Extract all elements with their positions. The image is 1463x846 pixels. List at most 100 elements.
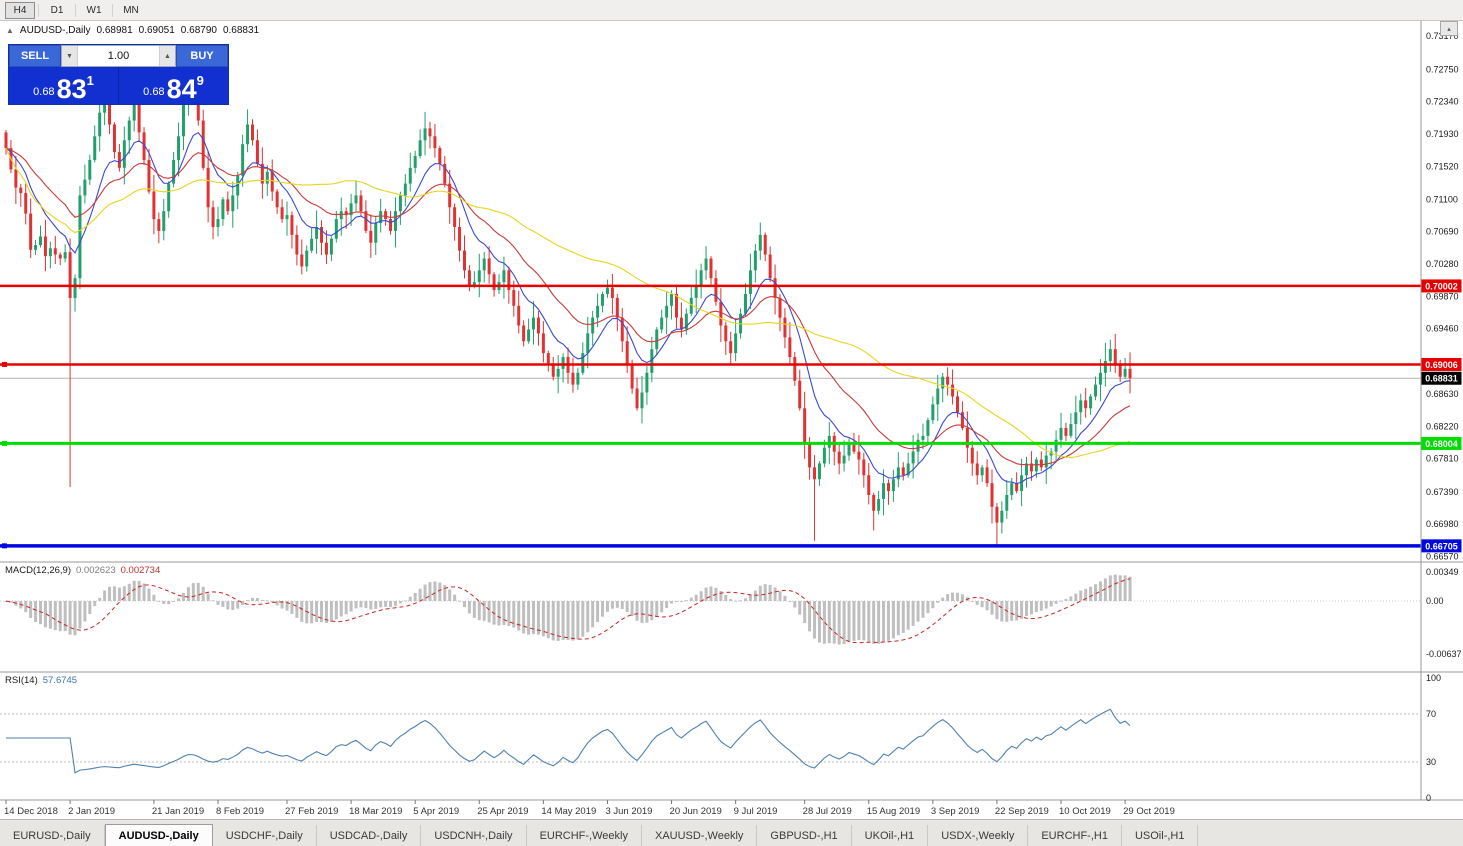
svg-text:0.68630: 0.68630 (1426, 389, 1459, 399)
svg-text:2 Jan 2019: 2 Jan 2019 (68, 806, 115, 817)
one-click-price-row: 0.68 83 1 0.68 84 9 (9, 67, 228, 104)
svg-text:3 Sep 2019: 3 Sep 2019 (931, 806, 980, 817)
tab-eurchf-weekly[interactable]: EURCHF-,Weekly (527, 825, 642, 846)
svg-text:0.00349: 0.00349 (1426, 567, 1459, 577)
tab-usdchf-daily[interactable]: USDCHF-,Daily (213, 825, 317, 846)
svg-text:0.69870: 0.69870 (1426, 291, 1459, 301)
toolbar-separator (75, 3, 76, 17)
triangle-up-icon: ▲ (164, 52, 171, 60)
buy-price-prefix: 0.68 (143, 86, 165, 98)
svg-text:0.70280: 0.70280 (1426, 259, 1459, 269)
ohlc-close: 0.68831 (222, 25, 260, 36)
tab-eurusd-daily[interactable]: EURUSD-,Daily (0, 825, 105, 846)
sell-button[interactable]: SELL (9, 45, 61, 67)
timeframe-toolbar: H4 D1 W1 MN (0, 0, 1463, 21)
chart-tab-bar: EURUSD-,Daily AUDUSD-,Daily USDCHF-,Dail… (0, 819, 1463, 846)
timeframe-mn-button[interactable]: MN (123, 4, 139, 16)
svg-text:21 Jan 2019: 21 Jan 2019 (152, 806, 204, 817)
sell-price-display[interactable]: 0.68 83 1 (9, 67, 118, 104)
svg-text:0.72750: 0.72750 (1426, 64, 1459, 74)
svg-text:0.66980: 0.66980 (1426, 519, 1459, 529)
svg-text:0.67810: 0.67810 (1426, 454, 1459, 464)
svg-text:0.69460: 0.69460 (1426, 324, 1459, 334)
tab-usdcnh-daily[interactable]: USDCNH-,Daily (421, 825, 527, 846)
tab-eurchf-h1[interactable]: EURCHF-,H1 (1028, 825, 1122, 846)
tab-gbpusd-h1[interactable]: GBPUSD-,H1 (757, 825, 852, 846)
tab-audusd-daily[interactable]: AUDUSD-,Daily (104, 824, 213, 846)
svg-text:70: 70 (1426, 709, 1436, 719)
time-axis[interactable] (0, 800, 1421, 820)
svg-text:100: 100 (1426, 673, 1441, 683)
svg-text:29 Oct 2019: 29 Oct 2019 (1123, 806, 1175, 817)
svg-text:0.73170: 0.73170 (1426, 31, 1459, 41)
svg-text:0.66570: 0.66570 (1426, 551, 1459, 561)
svg-text:0.68831: 0.68831 (1425, 374, 1458, 384)
svg-text:0.66705: 0.66705 (1425, 541, 1458, 551)
svg-text:9 Jul 2019: 9 Jul 2019 (734, 806, 778, 817)
macd-signal-value: 0.002734 (120, 565, 161, 576)
one-click-controls-row: SELL ▼ ▲ BUY (9, 45, 228, 67)
svg-text:0.72340: 0.72340 (1426, 97, 1459, 107)
svg-text:0.71930: 0.71930 (1426, 129, 1459, 139)
chart-ohlc-header: ▲ AUDUSD-,Daily 0.68981 0.69051 0.68790 … (6, 25, 259, 36)
svg-text:14 May 2019: 14 May 2019 (541, 806, 596, 817)
chart-symbol-period: AUDUSD-,Daily (19, 25, 91, 36)
svg-text:30: 30 (1426, 757, 1436, 767)
tab-usdx-weekly[interactable]: USDX-,Weekly (928, 825, 1029, 846)
rsi-title: RSI(14) (5, 675, 38, 686)
svg-text:0: 0 (1426, 793, 1431, 803)
svg-text:22 Sep 2019: 22 Sep 2019 (995, 806, 1049, 817)
svg-text:0.67390: 0.67390 (1426, 487, 1459, 497)
buy-price-display[interactable]: 0.68 84 9 (119, 67, 228, 104)
macd-title: MACD(12,26,9) (5, 565, 71, 576)
volume-input[interactable] (78, 46, 159, 66)
macd-main-value: 0.002623 (76, 565, 116, 576)
price-axis[interactable] (1421, 20, 1463, 800)
sell-price-pipette: 1 (86, 73, 94, 88)
svg-text:0.70690: 0.70690 (1426, 227, 1459, 237)
chart-canvas[interactable]: 0.73170 0.72750 0.72340 0.71930 0.71520 0.711… (0, 0, 1463, 820)
svg-text:14 Dec 2018: 14 Dec 2018 (4, 806, 58, 817)
buy-price-big-digits: 84 (166, 74, 197, 105)
ohlc-open: 0.68981 (96, 25, 133, 36)
one-click-trading-panel: SELL ▼ ▲ BUY 0.68 83 1 0.68 84 9 (8, 44, 229, 105)
timeframe-w1-button[interactable]: W1 (86, 4, 102, 16)
tab-ukoil-h1[interactable]: UKOil-,H1 (852, 825, 929, 846)
svg-text:0.68220: 0.68220 (1426, 421, 1459, 431)
macd-indicator-label: MACD(12,26,9) 0.002623 0.002734 (5, 565, 160, 576)
volume-control: ▼ ▲ (61, 45, 176, 67)
svg-text:0.70002: 0.70002 (1425, 281, 1458, 291)
svg-text:5 Apr 2019: 5 Apr 2019 (413, 806, 459, 817)
timeframe-h4-button[interactable]: H4 (5, 1, 35, 19)
svg-text:0.71100: 0.71100 (1426, 194, 1458, 204)
tab-xauusd-weekly[interactable]: XAUUSD-,Weekly (642, 825, 758, 846)
tab-usoil-h1[interactable]: USOil-,H1 (1122, 825, 1199, 846)
svg-text:20 Jun 2019: 20 Jun 2019 (670, 806, 722, 817)
svg-text:0.71520: 0.71520 (1426, 161, 1459, 171)
svg-text:0.68004: 0.68004 (1425, 439, 1458, 449)
sell-price-prefix: 0.68 (33, 86, 55, 98)
toolbar-separator (38, 3, 39, 17)
svg-text:25 Apr 2019: 25 Apr 2019 (477, 806, 528, 817)
tab-usdcad-daily[interactable]: USDCAD-,Daily (317, 825, 422, 846)
buy-button[interactable]: BUY (176, 45, 228, 67)
svg-text:15 Aug 2019: 15 Aug 2019 (867, 806, 920, 817)
one-click-toggle-icon[interactable]: ▲ (6, 26, 14, 35)
svg-text:18 Mar 2019: 18 Mar 2019 (349, 806, 402, 817)
sell-price-big-digits: 83 (56, 74, 87, 105)
timeframe-d1-button[interactable]: D1 (50, 4, 64, 16)
svg-text:8 Feb 2019: 8 Feb 2019 (216, 806, 264, 817)
rsi-indicator-label: RSI(14) 57.6745 (5, 675, 77, 686)
volume-decrease-button[interactable]: ▼ (62, 46, 78, 66)
svg-text:0.69006: 0.69006 (1425, 360, 1458, 370)
volume-increase-button[interactable]: ▲ (159, 46, 175, 66)
svg-text:28 Jul 2019: 28 Jul 2019 (803, 806, 852, 817)
ohlc-high: 0.69051 (138, 25, 175, 36)
toolbar-separator (112, 3, 113, 17)
triangle-up-icon: ▴ (1447, 25, 1451, 33)
svg-text:0.00: 0.00 (1426, 596, 1444, 606)
svg-text:-0.00637: -0.00637 (1426, 649, 1462, 659)
rsi-value: 57.6745 (42, 675, 78, 686)
svg-text:3 Jun 2019: 3 Jun 2019 (605, 806, 652, 817)
chart-scroll-button[interactable]: ▴ (1440, 21, 1458, 36)
